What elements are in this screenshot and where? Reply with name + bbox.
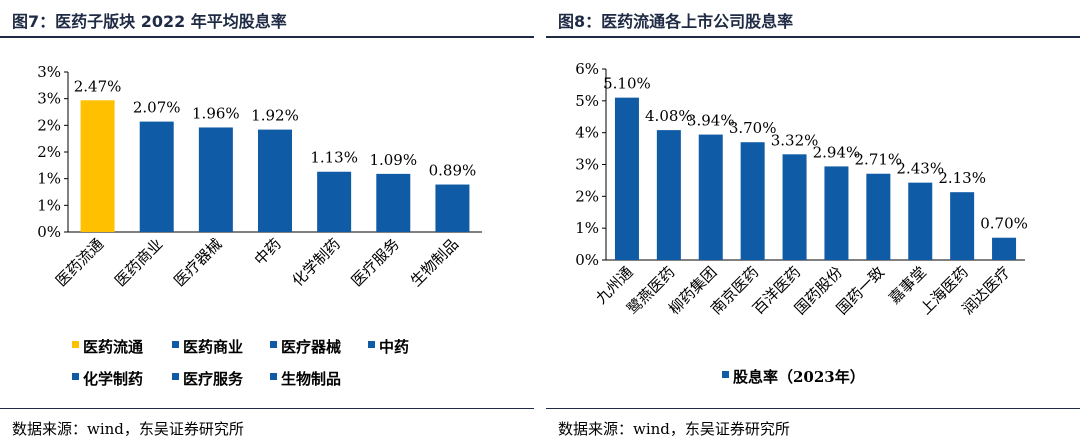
bottom-divider [546, 408, 1080, 409]
legend-label: 股息率（2023年） [733, 368, 865, 386]
bar [866, 173, 891, 260]
y-tick-label: 1% [37, 170, 61, 188]
data-label: 2.13% [938, 169, 986, 187]
figure-8-chart: 0%1%2%3%4%5%6%5.10%九州通4.08%鹭燕医药3.94%柳药集团… [575, 60, 1028, 386]
bar [80, 100, 115, 233]
bar [992, 237, 1017, 260]
data-label: 1.09% [369, 151, 417, 169]
bar [698, 134, 723, 260]
y-tick-label: 1% [37, 196, 61, 214]
data-label: 1.13% [310, 149, 358, 167]
bar [908, 182, 933, 260]
data-label: 4.08% [645, 107, 693, 125]
bar [258, 129, 292, 232]
data-label: 0.70% [980, 215, 1028, 233]
title-divider [0, 36, 534, 38]
data-label: 0.89% [429, 162, 477, 180]
y-tick-label: 6% [575, 60, 599, 78]
legend-swatch [172, 341, 179, 348]
y-tick-label: 0% [37, 223, 61, 241]
legend-label: 医药商业 [183, 338, 243, 356]
legend-swatch [368, 341, 375, 348]
bar [824, 166, 849, 260]
data-label: 1.92% [251, 107, 299, 125]
x-category-label: 医药流通 [52, 235, 107, 290]
bar [656, 130, 681, 260]
figure-7-chart: 0% 1% 1% 2% 2% 3% 3% 2.47% 医药流通 2.07% 医药商业 1.96% 医疗器… [37, 63, 482, 388]
x-category-label: 医药商业 [111, 235, 166, 290]
data-label: 5.10% [603, 75, 651, 93]
bar [740, 142, 765, 260]
legend-swatch [72, 373, 79, 380]
figure-8-title: 图8：医药流通各上市公司股息率 [558, 12, 794, 31]
title-divider [546, 36, 1080, 38]
x-category-label: 生物制品 [407, 235, 462, 290]
y-tick-label: 0% [575, 251, 599, 269]
data-label: 2.47% [74, 77, 122, 95]
figure-8-source: 数据来源：wind，东吴证券研究所 [558, 420, 790, 438]
y-tick-label: 4% [575, 124, 599, 142]
figure-8-panel: 图8：医药流通各上市公司股息率 0% 1% 2% 3% 4% 5% 6% 5.10% 九州通 4.… [546, 0, 1080, 445]
legend-label: 医药流通 [83, 338, 143, 356]
y-tick-label: 3% [575, 156, 599, 174]
x-category-label: 中药 [251, 235, 285, 269]
legend-swatch [270, 341, 277, 348]
legend-swatch [172, 373, 179, 380]
data-label: 2.71% [855, 151, 903, 169]
y-tick-label: 2% [575, 187, 599, 205]
x-category-label: 化学制药 [289, 235, 344, 290]
data-label: 2.43% [896, 160, 944, 178]
y-tick-label: 2% [37, 143, 61, 161]
y-tick-label: 3% [37, 90, 61, 108]
bar [139, 121, 174, 232]
data-label: 1.96% [192, 104, 240, 122]
bar [198, 127, 233, 232]
legend-label: 生物制品 [281, 370, 341, 388]
data-label: 3.94% [687, 112, 735, 130]
y-tick-label: 2% [37, 116, 61, 134]
data-label: 2.94% [813, 143, 861, 161]
data-label: 3.32% [771, 131, 819, 149]
data-label: 2.07% [133, 99, 181, 117]
bar [435, 184, 470, 232]
y-tick-label: 5% [575, 92, 599, 110]
bar [950, 192, 975, 260]
bottom-divider [0, 408, 534, 409]
y-tick-label: 1% [575, 219, 599, 237]
y-tick-label: 3% [37, 63, 61, 81]
bar [782, 154, 807, 260]
bar [317, 171, 352, 232]
legend-label: 化学制药 [83, 370, 143, 388]
legend-label: 医疗器械 [281, 338, 341, 356]
figure-7-title: 图7：医药子版块 2022 年平均股息率 [12, 12, 287, 31]
legend-swatch [270, 373, 277, 380]
data-label: 3.70% [729, 119, 777, 137]
bar [614, 97, 639, 261]
legend-label: 中药 [379, 338, 409, 356]
legend-swatch [722, 371, 729, 378]
figure-7-panel: 图7：医药子版块 2022 年平均股息率 0% 1% 1% 2% 2% 3% 3% 2.47%… [0, 0, 534, 445]
bar [376, 173, 411, 232]
x-category-label: 医疗器械 [170, 235, 225, 290]
legend-label: 医疗服务 [183, 370, 244, 388]
legend-swatch [72, 341, 79, 348]
figure-7-source: 数据来源：wind，东吴证券研究所 [12, 420, 244, 438]
x-category-label: 医疗服务 [348, 235, 403, 290]
